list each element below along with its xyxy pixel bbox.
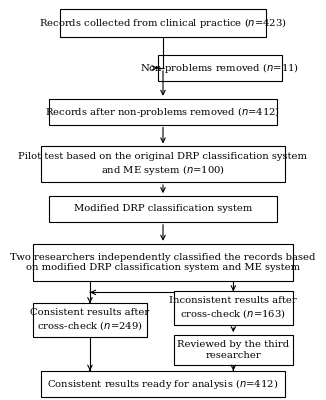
Text: Non-problems removed ($\it{n}$=11): Non-problems removed ($\it{n}$=11) [140,61,299,75]
Text: Inconsistent results after
cross-check ($\it{n}$=163): Inconsistent results after cross-check (… [170,296,297,320]
FancyBboxPatch shape [60,9,266,37]
Text: Records after non-problems removed ($\it{n}$=412): Records after non-problems removed ($\it… [45,105,281,119]
Text: Two researchers independently classified the records based
on modified DRP class: Two researchers independently classified… [10,253,316,272]
FancyBboxPatch shape [157,55,282,81]
FancyBboxPatch shape [50,99,276,124]
Text: Consistent results after
cross-check ($\it{n}$=249): Consistent results after cross-check ($\… [30,308,150,332]
FancyBboxPatch shape [33,244,293,282]
FancyBboxPatch shape [41,371,285,397]
FancyBboxPatch shape [33,303,147,337]
FancyBboxPatch shape [174,291,293,325]
FancyBboxPatch shape [41,146,285,182]
Text: Reviewed by the third
researcher: Reviewed by the third researcher [177,340,289,360]
FancyBboxPatch shape [174,335,293,365]
FancyBboxPatch shape [50,196,276,222]
Text: Records collected from clinical practice ($\it{n}$=423): Records collected from clinical practice… [39,16,287,30]
Text: Modified DRP classification system: Modified DRP classification system [74,204,252,214]
Text: Pilot test based on the original DRP classification system
and ME system ($\it{n: Pilot test based on the original DRP cla… [19,152,307,177]
Text: Consistent results ready for analysis ($\it{n}$=412): Consistent results ready for analysis ($… [47,377,279,391]
